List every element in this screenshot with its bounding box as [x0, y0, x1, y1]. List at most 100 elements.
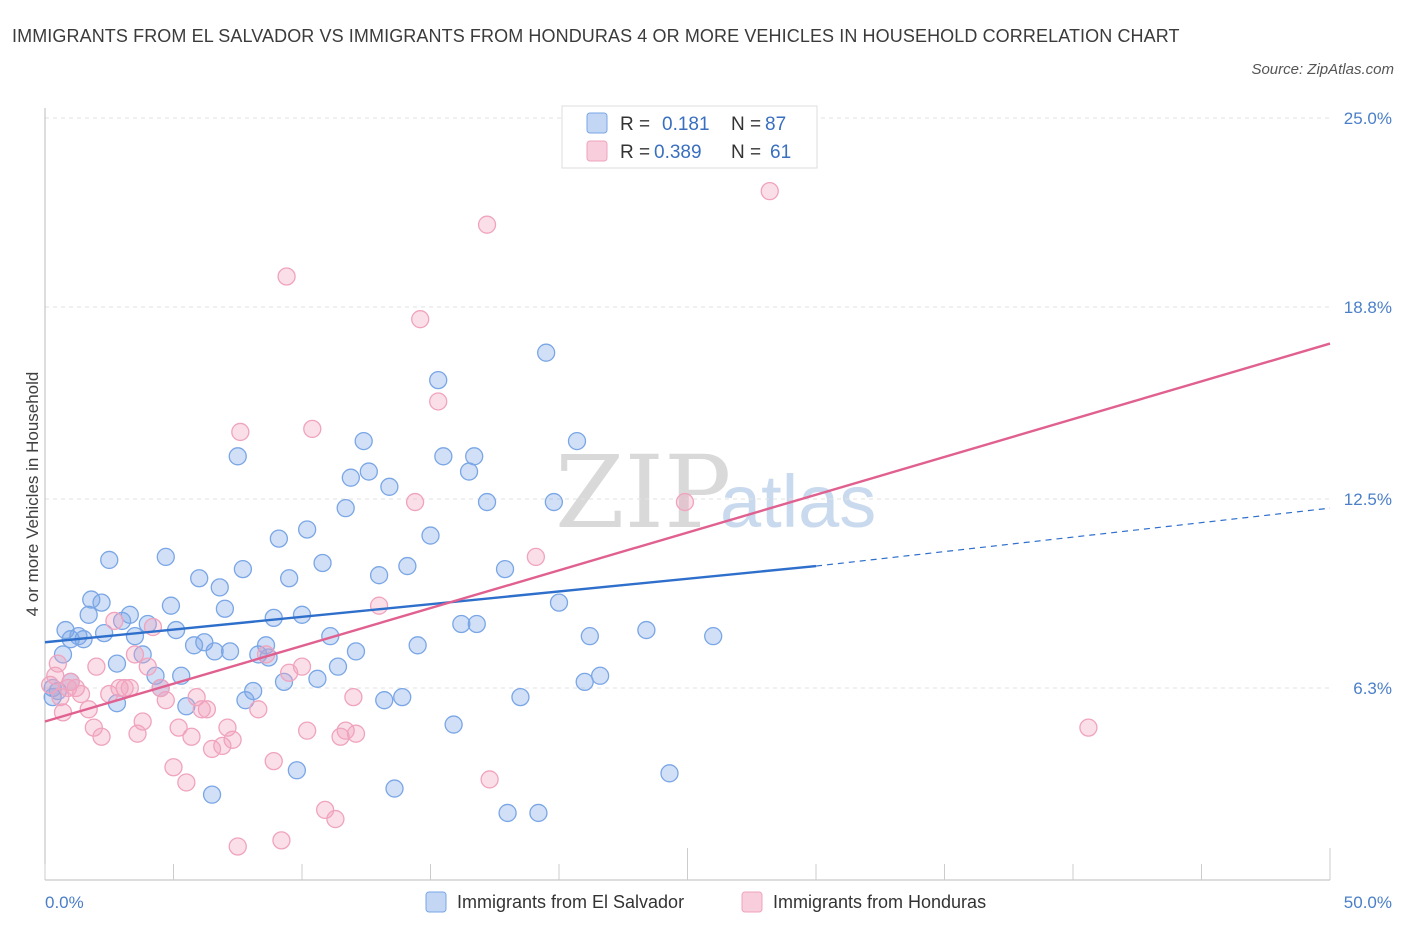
point-s1-54	[405, 492, 425, 512]
point-s1-50	[331, 727, 350, 746]
point-s0-56	[346, 642, 366, 661]
point-s0-18	[125, 627, 145, 646]
point-s0-24	[161, 596, 181, 615]
point-s0-83	[575, 672, 594, 692]
point-s0-58	[359, 462, 378, 481]
point-s0-57	[354, 431, 373, 451]
point-s0-30	[195, 633, 214, 652]
point-s1-37	[228, 837, 247, 856]
point-s0-44	[269, 529, 289, 548]
point-s1-14	[105, 611, 124, 631]
point-s1-28	[182, 727, 201, 746]
point-s0-85	[590, 666, 610, 685]
point-s1-24	[156, 691, 175, 710]
point-s0-23	[156, 547, 175, 567]
point-s0-47	[287, 761, 307, 780]
point-s0-35	[220, 642, 240, 661]
point-s1-56	[429, 392, 448, 411]
point-s1-0	[40, 675, 60, 695]
point-s0-14	[107, 654, 127, 673]
point-s0-27	[177, 697, 196, 716]
point-s0-51	[313, 553, 332, 573]
point-s1-27	[177, 773, 196, 792]
point-s1-61	[760, 182, 779, 201]
point-s1-30	[192, 700, 211, 719]
point-s0-80	[537, 343, 556, 362]
point-s0-9	[79, 605, 98, 624]
point-s0-38	[236, 691, 255, 710]
point-s0-64	[398, 556, 417, 576]
point-s0-67	[429, 370, 448, 390]
point-s0-50	[308, 669, 327, 688]
point-s1-55	[411, 310, 430, 329]
point-s0-17	[120, 605, 139, 624]
point-s0-71	[459, 462, 479, 481]
legend-r-label-1: R =	[620, 114, 650, 135]
point-s0-31	[202, 785, 222, 804]
point-s0-10	[82, 590, 101, 609]
point-s1-48	[326, 809, 345, 829]
bottom-legend-swatch-honduras	[741, 891, 763, 913]
point-s1-57	[477, 215, 497, 234]
point-s0-49	[297, 520, 317, 539]
stats-legend: R = 0.181 N = 87 R = 0.389 N = 61	[561, 105, 818, 169]
point-s0-48	[292, 605, 312, 624]
y-tick-label-0: 6.3%	[1353, 679, 1392, 698]
point-s0-46	[279, 569, 299, 588]
point-s0-34	[215, 599, 235, 618]
point-s0-73	[467, 614, 486, 634]
point-s1-26	[169, 718, 188, 737]
point-s1-36	[231, 422, 250, 442]
point-s1-15	[110, 678, 129, 698]
point-s1-52	[346, 724, 366, 743]
trend-line-0	[44, 564, 817, 644]
point-s1-45	[297, 721, 317, 740]
point-s0-86	[637, 620, 656, 640]
point-s1-8	[71, 684, 91, 704]
point-s0-39	[244, 681, 263, 701]
x-tick-label-1: 50.0%	[1344, 893, 1392, 912]
point-s0-74	[477, 492, 497, 512]
chart-title: IMMIGRANTS FROM EL SALVADOR VS IMMIGRANT…	[12, 26, 1180, 46]
point-s0-3	[53, 645, 73, 664]
legend-n-value-2: 61	[770, 142, 791, 163]
point-s0-69	[444, 715, 463, 734]
point-s0-78	[529, 803, 548, 823]
point-s1-59	[526, 547, 546, 567]
point-s0-59	[369, 566, 389, 585]
point-s1-16	[115, 678, 134, 698]
point-s0-33	[210, 578, 229, 597]
point-s1-31	[197, 700, 217, 719]
point-s0-63	[393, 687, 412, 707]
point-s1-12	[92, 727, 111, 746]
point-s0-12	[92, 593, 111, 612]
y-tick-label-2: 18.8%	[1344, 298, 1392, 317]
legend-r-label-2: R =	[620, 142, 650, 163]
point-s0-72	[465, 447, 484, 466]
point-s0-60	[375, 691, 394, 710]
point-s0-75	[495, 559, 515, 579]
point-s0-36	[228, 447, 247, 466]
point-s1-33	[213, 736, 232, 756]
x-tick-label-0: 0.0%	[45, 893, 84, 912]
point-s0-77	[511, 687, 530, 707]
point-s0-28	[184, 636, 204, 655]
point-s0-54	[336, 498, 355, 518]
series-0-points	[43, 343, 723, 823]
point-s1-20	[133, 712, 152, 731]
legend-r-value-1: 0.181	[662, 114, 710, 135]
point-s1-35	[223, 730, 242, 749]
x-tick-labels: 0.0% 50.0%	[45, 893, 1392, 912]
legend-n-label-1: N =	[731, 114, 761, 135]
bottom-legend-label-el-salvador: Immigrants from El Salvador	[457, 892, 684, 912]
legend-swatch-honduras	[586, 140, 608, 162]
point-s0-13	[100, 550, 119, 570]
bottom-legend-swatch-el-salvador	[425, 891, 447, 913]
gridlines	[45, 117, 1330, 689]
trend-lines	[44, 342, 1331, 723]
point-s1-42	[277, 267, 296, 286]
y-tick-labels: 6.3% 12.5% 18.8% 25.0%	[1344, 109, 1392, 698]
point-s0-68	[434, 447, 453, 466]
point-s0-55	[341, 468, 360, 487]
